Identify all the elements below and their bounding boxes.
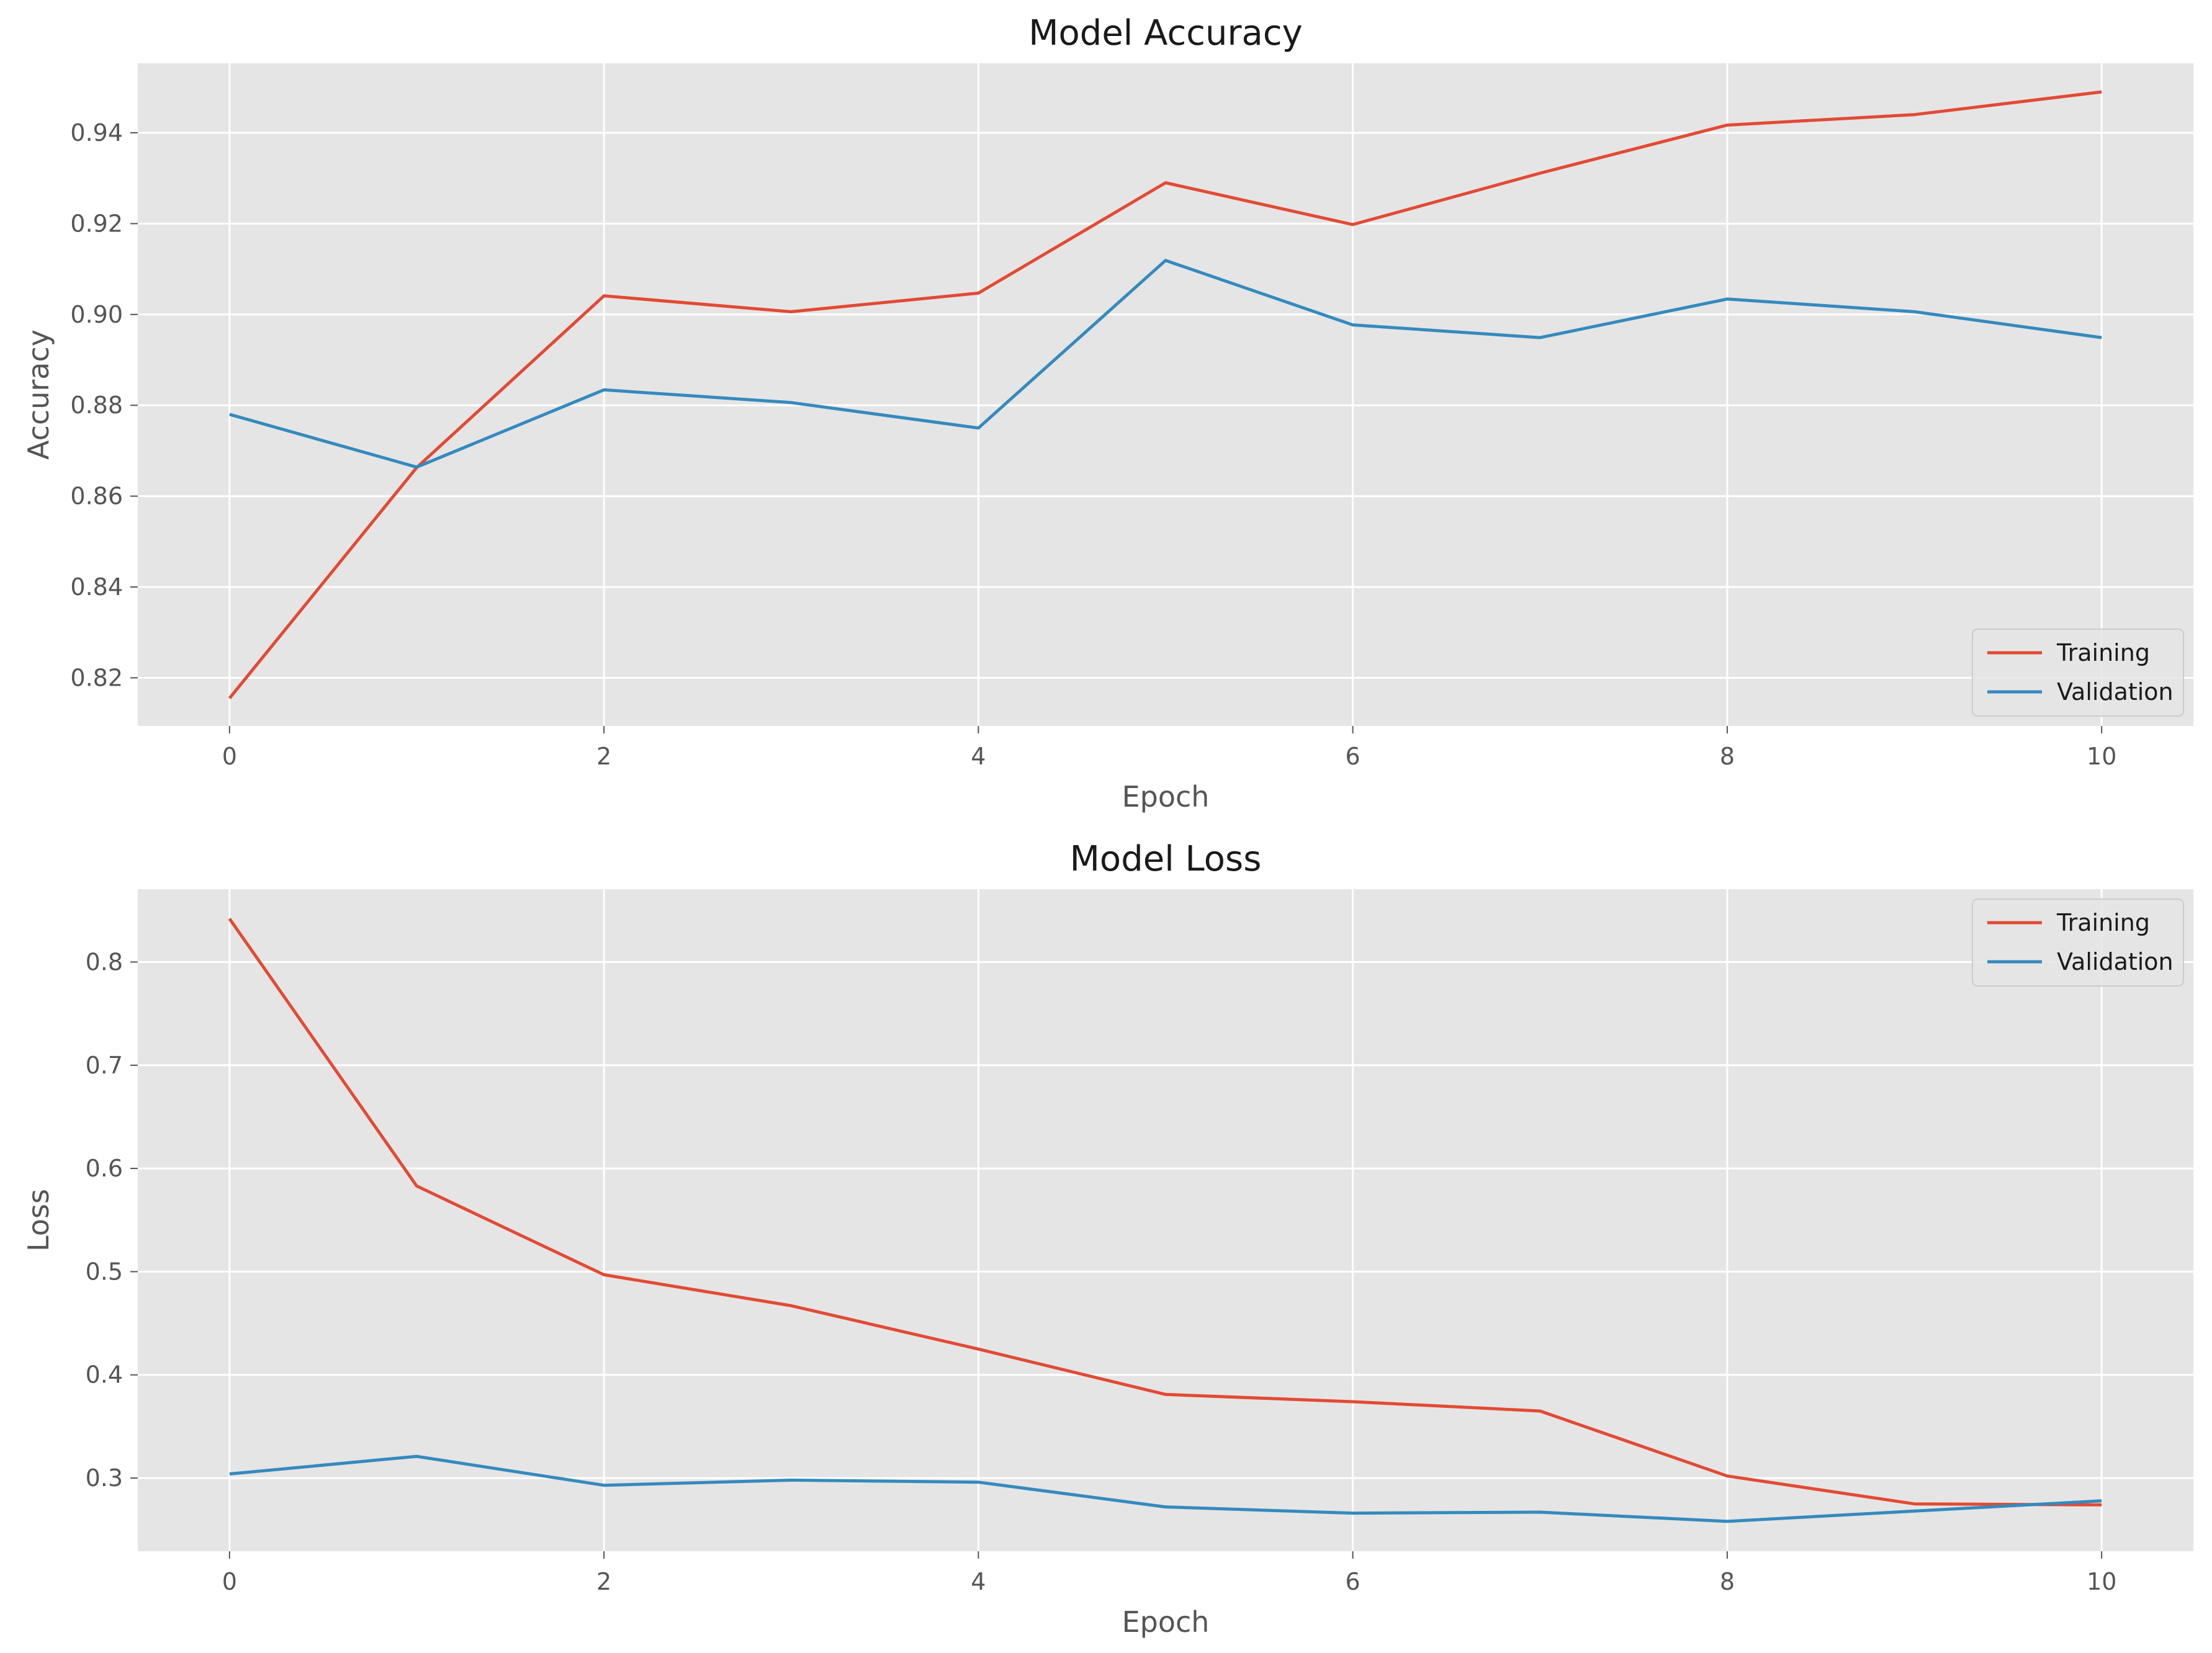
accuracy-x-axis-label: Epoch <box>1122 780 1210 813</box>
accuracy-chart: 0 2 4 6 8 10 0.82 0.84 0.86 0.88 0.90 0.92 0.94 Mode… <box>22 13 2193 813</box>
accuracy-grid <box>138 63 2193 726</box>
loss-x-tick-label: 10 <box>2087 1568 2116 1595</box>
accuracy-y-tick-label: 0.84 <box>70 573 123 601</box>
accuracy-chart-title: Model Accuracy <box>1028 13 1303 53</box>
accuracy-y-tick-label: 0.90 <box>70 301 123 328</box>
loss-series <box>228 918 2102 1523</box>
loss-x-tick-label: 8 <box>1720 1568 1735 1595</box>
accuracy-y-axis-label: Accuracy <box>22 329 55 460</box>
accuracy-x-tick-label: 2 <box>596 743 611 770</box>
accuracy-legend-validation-label: Validation <box>2057 678 2174 706</box>
loss-x-tick-label: 6 <box>1346 1568 1360 1595</box>
loss-y-tick-label: 0.5 <box>86 1258 123 1285</box>
accuracy-legend-training-label: Training <box>2056 639 2150 666</box>
loss-x-axis-label: Epoch <box>1122 1605 1210 1639</box>
accuracy-y-tick-label: 0.82 <box>70 664 123 691</box>
loss-y-tick-label: 0.7 <box>86 1052 123 1079</box>
loss-grid <box>138 889 2193 1551</box>
accuracy-training-line <box>228 90 2102 699</box>
loss-legend-box <box>1972 898 2184 987</box>
loss-y-tick-label: 0.3 <box>86 1464 123 1492</box>
accuracy-x-tick-label: 6 <box>1346 743 1360 770</box>
loss-y-axis-label: Loss <box>22 1189 55 1252</box>
accuracy-x-tick-label: 8 <box>1720 743 1735 770</box>
loss-y-tick-label: 0.8 <box>86 948 123 975</box>
loss-x-tick-label: 2 <box>596 1568 611 1595</box>
loss-y-tick-label: 0.6 <box>86 1155 123 1182</box>
accuracy-x-tick-label: 4 <box>971 743 986 770</box>
accuracy-y-tick-label: 0.88 <box>70 392 123 419</box>
loss-legend-training-label: Training <box>2056 909 2150 936</box>
loss-validation-line <box>229 1454 2102 1523</box>
loss-x-tick-label: 0 <box>222 1568 237 1595</box>
accuracy-legend: Training Validation <box>1972 629 2184 717</box>
accuracy-series <box>228 90 2102 699</box>
accuracy-y-tick-label: 0.86 <box>70 483 123 510</box>
loss-chart: 0 2 4 6 8 10 0.3 0.4 0.5 0.6 0.7 0.8 Model Loss Epo… <box>22 839 2193 1639</box>
accuracy-x-tick-label: 10 <box>2087 743 2116 770</box>
accuracy-y-tick-label: 0.94 <box>70 119 123 146</box>
loss-chart-title: Model Loss <box>1070 839 1262 879</box>
loss-y-tick-label: 0.4 <box>86 1361 123 1389</box>
loss-legend-validation-label: Validation <box>2057 948 2174 975</box>
loss-training-line <box>228 918 2102 1507</box>
accuracy-plot-area <box>138 63 2193 726</box>
loss-legend: Training Validation <box>1972 898 2184 987</box>
loss-ticks: 0 2 4 6 8 10 0.3 0.4 0.5 0.6 0.7 0.8 <box>86 948 2117 1595</box>
accuracy-legend-box <box>1972 629 2184 717</box>
accuracy-x-tick-label: 0 <box>222 743 237 770</box>
accuracy-validation-line <box>229 259 2102 469</box>
loss-x-tick-label: 4 <box>971 1568 986 1595</box>
accuracy-ticks: 0 2 4 6 8 10 0.82 0.84 0.86 0.88 0.90 0.92 0.94 <box>70 119 2116 770</box>
loss-plot-area <box>138 889 2193 1551</box>
accuracy-y-tick-label: 0.92 <box>70 210 123 237</box>
